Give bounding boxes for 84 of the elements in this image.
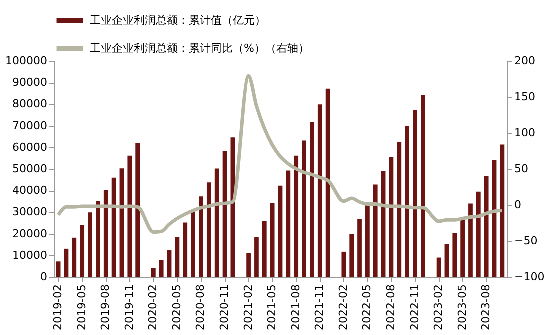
y2-tick-label: 50 xyxy=(514,162,528,176)
x-tick-label: 2023-08 xyxy=(480,284,493,330)
bar xyxy=(476,192,481,277)
bar xyxy=(72,238,77,277)
y-tick-label: 40000 xyxy=(12,184,48,198)
bar xyxy=(254,237,259,277)
x-tick-label: 2021-02 xyxy=(242,284,255,330)
y2-tick-label: −100 xyxy=(514,270,545,284)
bar xyxy=(484,176,489,277)
x-tick-label: 2021-05 xyxy=(266,284,279,330)
bar xyxy=(175,237,180,277)
bar xyxy=(104,190,108,277)
x-tick-label: 2019-11 xyxy=(122,284,136,330)
x-tick-label: 2019-08 xyxy=(99,284,112,330)
bar xyxy=(420,96,426,277)
bar xyxy=(56,262,61,277)
y-tick-label: 10000 xyxy=(12,248,48,262)
bar xyxy=(294,156,299,277)
bar xyxy=(342,252,346,277)
bar xyxy=(350,234,354,277)
y-tick-label: 30000 xyxy=(12,206,48,219)
bar xyxy=(278,186,283,277)
bar xyxy=(199,196,204,277)
y-tick-label: 80000 xyxy=(12,98,48,111)
bar xyxy=(286,170,291,277)
y2-tick-label: 200 xyxy=(514,54,536,68)
y2-tick-label: 0 xyxy=(514,198,522,212)
bar xyxy=(183,222,188,277)
bar xyxy=(310,122,314,277)
x-tick-label: 2020-11 xyxy=(218,284,232,330)
bar xyxy=(206,182,212,277)
bar xyxy=(151,268,156,277)
x-tick-label: 2023-05 xyxy=(456,284,469,330)
bar xyxy=(128,156,132,277)
bar xyxy=(468,204,473,277)
bar xyxy=(436,258,442,277)
bar xyxy=(373,184,378,277)
bar xyxy=(413,110,418,277)
x-tick-label: 2019-02 xyxy=(52,284,65,330)
bar xyxy=(302,140,306,277)
bar xyxy=(88,212,92,277)
x-tick-label: 2022-11 xyxy=(408,284,422,330)
x-tick-label: 2022-08 xyxy=(384,284,398,330)
y-tick-label: 60000 xyxy=(12,140,48,154)
bar xyxy=(444,244,450,277)
x-tick-label: 2020-05 xyxy=(170,284,184,330)
y-tick-label: 0 xyxy=(40,270,48,284)
y-tick-label: 90000 xyxy=(12,76,48,90)
y2-tick-label: −50 xyxy=(514,234,538,248)
x-tick-label: 2023-02 xyxy=(432,284,446,330)
line-series xyxy=(56,74,504,234)
bar xyxy=(214,168,220,277)
bar xyxy=(64,248,69,277)
bar xyxy=(191,210,196,277)
bar xyxy=(405,126,410,277)
bar xyxy=(246,253,251,277)
x-tick-label: 2022-02 xyxy=(336,284,350,330)
bar xyxy=(96,201,100,277)
y2-tick-label: 150 xyxy=(514,90,536,104)
x-tick-label: 2021-11 xyxy=(313,284,326,330)
bar xyxy=(358,220,362,277)
y-tick-label: 100000 xyxy=(6,54,48,68)
x-tick-label: 2019-05 xyxy=(75,284,88,330)
y-tick-label: 20000 xyxy=(12,227,48,240)
x-tick-label: 2020-08 xyxy=(194,284,208,330)
bar xyxy=(80,225,85,277)
y-tick-label: 70000 xyxy=(12,119,48,132)
x-tick-label: 2021-08 xyxy=(289,284,302,330)
x-tick-label: 2022-05 xyxy=(360,284,374,330)
bar xyxy=(318,104,322,277)
bar xyxy=(136,143,140,277)
bar xyxy=(159,260,164,277)
bar xyxy=(460,219,465,277)
legend-label: 工业企业利润总额：累计同比（%）（右轴） xyxy=(90,42,310,55)
y2-tick-label: 100 xyxy=(514,126,536,140)
bar xyxy=(262,221,267,277)
bar xyxy=(270,203,275,277)
bar xyxy=(397,142,402,277)
bar xyxy=(167,250,172,277)
bar xyxy=(500,144,505,277)
legend-label: 工业企业利润总额：累计值（亿元） xyxy=(90,14,266,27)
x-tick-label: 2020-02 xyxy=(146,284,160,330)
y-tick-label: 50000 xyxy=(12,162,48,176)
bar xyxy=(452,233,458,277)
